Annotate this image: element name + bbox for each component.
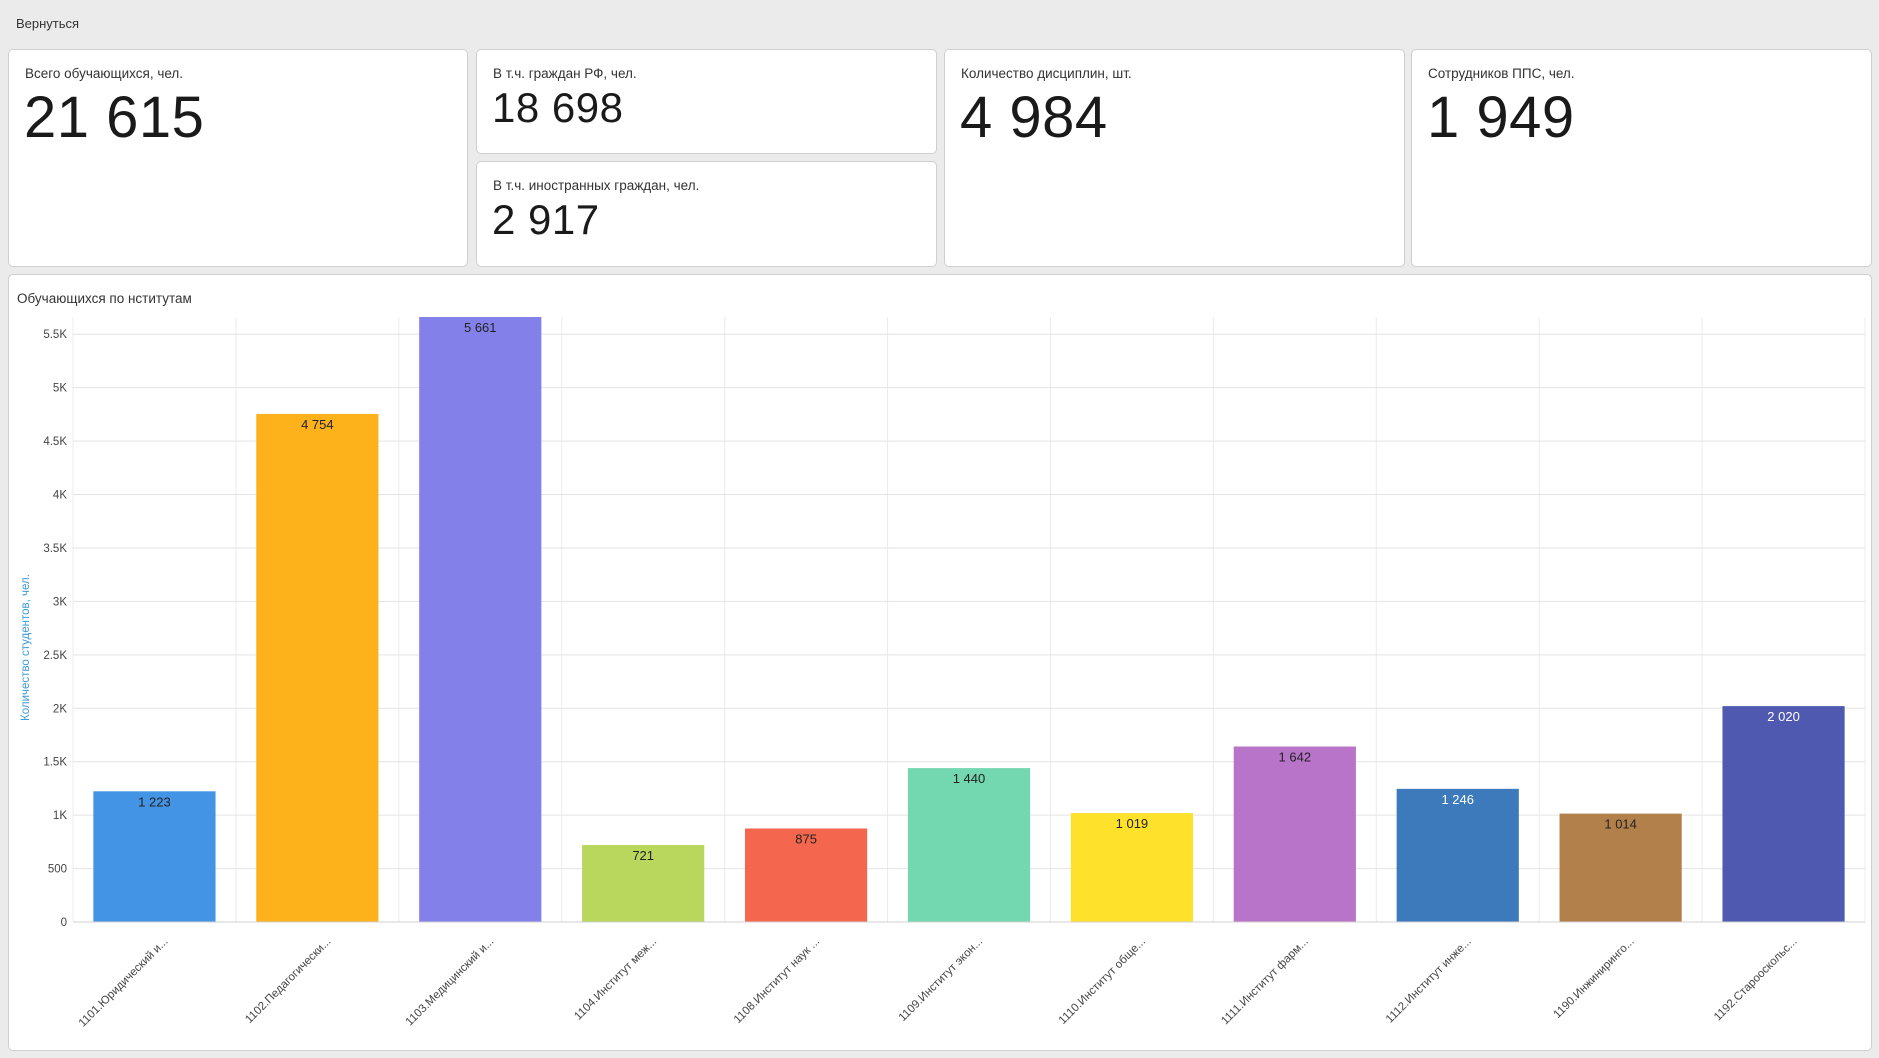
bar-value-label: 1 019 xyxy=(1116,816,1149,831)
y-tick-label: 2K xyxy=(53,703,67,715)
y-tick-label: 5K xyxy=(53,383,67,395)
y-tick-label: 4K xyxy=(53,490,67,502)
bar-2 xyxy=(256,413,379,922)
bar-6 xyxy=(907,768,1031,922)
bar-value-label: 2 020 xyxy=(1767,709,1800,724)
x-tick-label: 1111.Институт фарм... xyxy=(1219,936,1311,1028)
bar-9 xyxy=(1396,788,1519,922)
bar-value-label: 1 223 xyxy=(138,794,171,809)
kpi-label: Всего обучающихся, чел. xyxy=(25,66,184,81)
kpi-value: 1 949 xyxy=(1427,85,1575,150)
kpi-value: 4 984 xyxy=(960,85,1108,150)
kpi-value: 2 917 xyxy=(492,196,600,243)
kpi-label: Сотрудников ППС, чел. xyxy=(1428,66,1575,81)
x-tick-label: 1192.Старооскольс... xyxy=(1712,936,1800,1024)
bar-8 xyxy=(1233,746,1356,922)
kpi-label: В т.ч. граждан РФ, чел. xyxy=(493,66,637,81)
kpi-card-staff: Сотрудников ППС, чел. 1 949 xyxy=(1411,49,1872,267)
y-tick-label: 0 xyxy=(61,917,67,929)
bar-4 xyxy=(582,844,705,922)
y-tick-label: 3K xyxy=(53,596,67,608)
x-tick-label: 1110.Институт обще... xyxy=(1057,936,1148,1027)
bar-value-label: 721 xyxy=(632,848,654,863)
bar-7 xyxy=(1070,813,1193,922)
chart-card: Обучающихся по нститутам 0 500 1K 1.5K 2K 2.5… xyxy=(8,274,1872,1051)
x-tick-label: 1112.Институт инже... xyxy=(1384,936,1474,1026)
x-tick-label: 1190.Инжиниринго... xyxy=(1552,936,1637,1021)
bar-value-label: 1 642 xyxy=(1279,750,1312,765)
kpi-card-total-students: Всего обучающихся, чел. 21 615 xyxy=(8,49,468,267)
y-tick-label: 1.5K xyxy=(43,757,67,769)
bar-value-label: 1 014 xyxy=(1604,817,1637,832)
x-tick-label: 1109.Институт экон... xyxy=(897,936,985,1024)
kpi-value: 18 698 xyxy=(492,84,624,131)
y-tick-label: 4.5K xyxy=(43,436,67,448)
students-by-institute-bar-chart: 0 500 1K 1.5K 2K 2.5K 3K 3.5K 4K 4.5K 5K 5.5K Количе… xyxy=(20,317,1866,1030)
bar-1 xyxy=(93,791,216,922)
kpi-label: Количество дисциплин, шт. xyxy=(961,66,1132,81)
x-tick-label: 1108.Институт наук ... xyxy=(732,936,822,1026)
back-link[interactable]: Вернуться xyxy=(16,16,80,31)
kpi-card-foreign-citizens: В т.ч. иностранных граждан, чел. 2 917 xyxy=(476,161,937,267)
y-tick-label: 5.5K xyxy=(43,329,67,341)
bar-value-label: 1 440 xyxy=(953,771,986,786)
bar-3 xyxy=(419,317,542,922)
bar-value-label: 5 661 xyxy=(464,320,497,335)
bar-value-label: 4 754 xyxy=(301,417,334,432)
x-tick-label: 1102.Педагогически... xyxy=(243,936,333,1026)
bar-11 xyxy=(1722,706,1845,922)
x-tick-label: 1101.Юридический и... xyxy=(77,936,171,1030)
bar-value-label: 875 xyxy=(795,831,817,846)
bar-5 xyxy=(745,828,868,922)
chart-title: Обучающихся по нститутам xyxy=(17,291,192,306)
y-axis-label: Количество студентов, чел. xyxy=(20,574,32,721)
bar-value-label: 1 246 xyxy=(1441,792,1474,807)
y-tick-label: 2.5K xyxy=(43,650,67,662)
y-tick-label: 3.5K xyxy=(43,543,67,555)
y-tick-label: 1K xyxy=(53,810,67,822)
x-tick-label: 1104.Институт меж... xyxy=(572,936,659,1023)
bar-10 xyxy=(1559,813,1682,922)
kpi-label: В т.ч. иностранных граждан, чел. xyxy=(493,178,700,193)
y-tick-label: 500 xyxy=(48,864,67,876)
kpi-card-rf-citizens: В т.ч. граждан РФ, чел. 18 698 xyxy=(476,49,937,154)
kpi-card-disciplines: Количество дисциплин, шт. 4 984 xyxy=(944,49,1405,267)
x-tick-label: 1103.Медицинский и... xyxy=(404,936,497,1029)
kpi-value: 21 615 xyxy=(24,85,205,150)
